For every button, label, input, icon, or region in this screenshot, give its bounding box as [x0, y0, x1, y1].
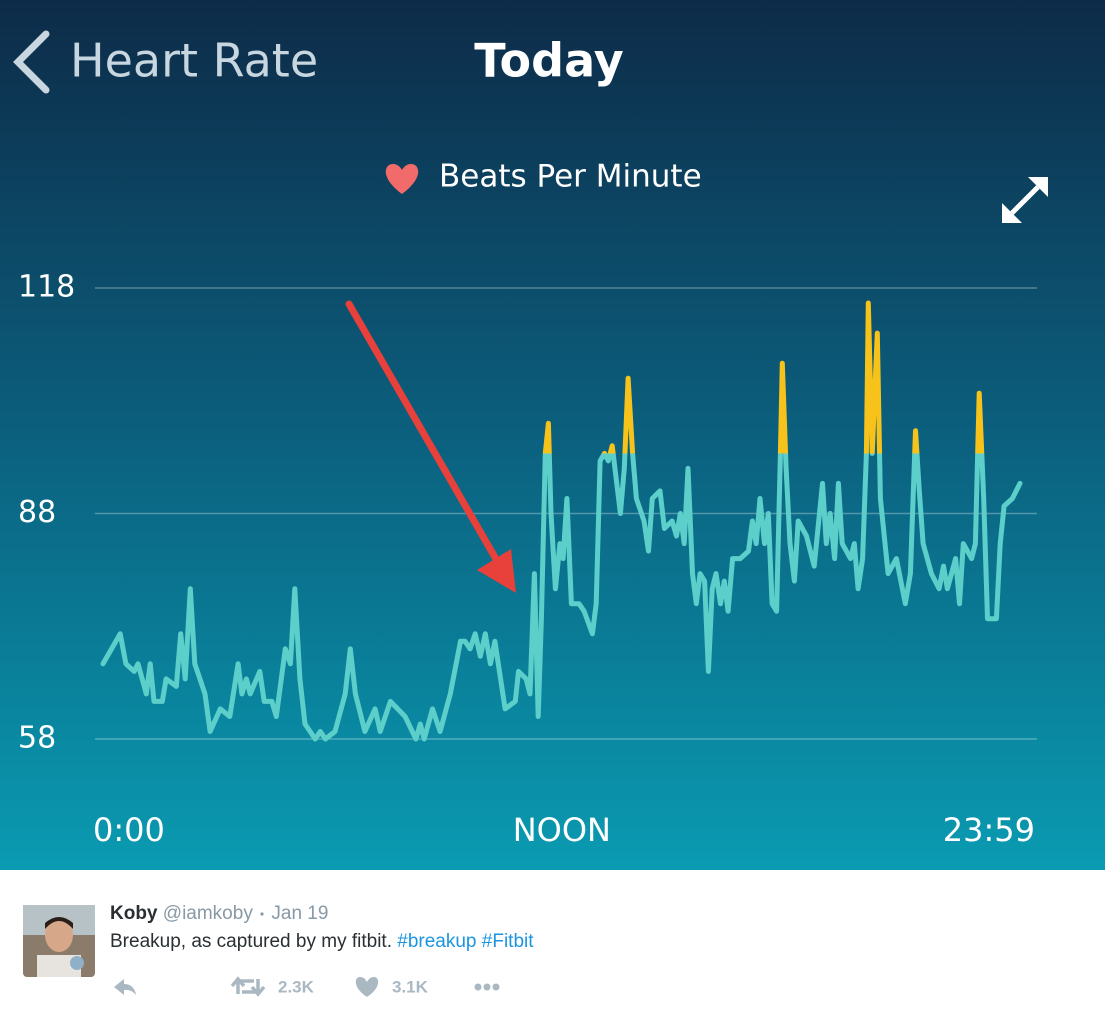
- more-icon[interactable]: [474, 983, 500, 991]
- reply-icon[interactable]: [114, 979, 136, 995]
- x-tick-label: NOON: [513, 811, 611, 849]
- expand-icon[interactable]: [1002, 177, 1048, 223]
- like-count: 3.1K: [392, 977, 429, 996]
- hashtag[interactable]: #Fitbit: [481, 931, 534, 952]
- tweet-date[interactable]: Jan 19: [271, 903, 329, 924]
- x-tick-label: 23:59: [943, 811, 1035, 849]
- chart-title: Beats Per Minute: [439, 159, 702, 195]
- heart-rate-line: [100, 300, 1023, 742]
- y-tick-label: 88: [18, 495, 56, 530]
- author-handle[interactable]: @iamkoby: [162, 903, 253, 924]
- fitbit-screen: Heart Rate Today Beats Per Minute 58 88 11…: [0, 0, 1105, 870]
- like-icon[interactable]: [355, 977, 379, 997]
- tweet-actions: 2.3K 3.1K: [114, 976, 500, 997]
- tweet-text: Breakup, as captured by my fitbit. #brea…: [110, 931, 534, 953]
- back-chevron[interactable]: [13, 30, 50, 94]
- background: [0, 0, 1105, 870]
- y-tick-label: 58: [18, 721, 56, 756]
- heart-icon: [385, 164, 419, 194]
- x-tick-label: 0:00: [93, 811, 165, 849]
- annotation-arrow: [345, 300, 516, 593]
- tweet-meta: Koby @iamkoby Jan 19: [110, 903, 328, 925]
- avatar[interactable]: [23, 905, 95, 977]
- y-tick-label: 118: [18, 270, 75, 305]
- hashtag[interactable]: #breakup: [397, 931, 477, 952]
- page-title: Today: [474, 34, 623, 88]
- separator-dot: [260, 912, 264, 916]
- tweet-body: Breakup, as captured by my fitbit.: [110, 931, 392, 952]
- plot: 58 88 118 0:00 NOON 23:59: [18, 270, 1037, 849]
- retweet-icon[interactable]: [230, 976, 266, 997]
- back-label[interactable]: Heart Rate: [70, 34, 318, 88]
- retweet-count: 2.3K: [278, 977, 315, 996]
- author-name[interactable]: Koby: [110, 903, 158, 924]
